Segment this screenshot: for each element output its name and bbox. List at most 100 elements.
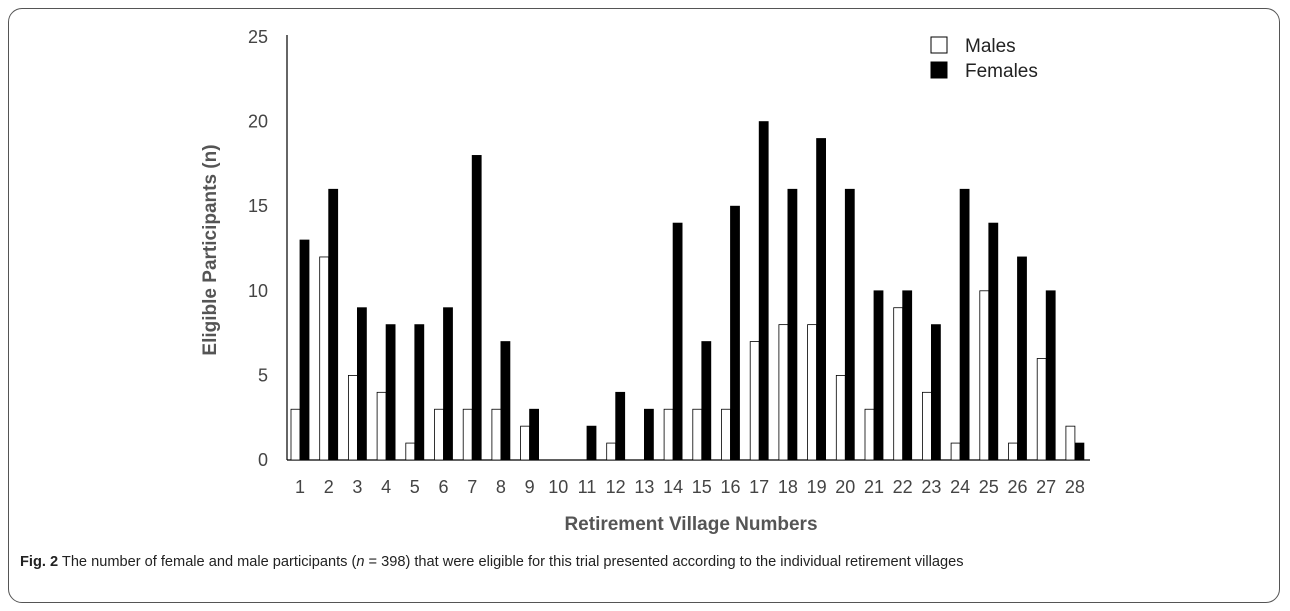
bar-females: [988, 222, 999, 461]
x-tick-label: 28: [1065, 477, 1085, 497]
bar-males: [1036, 358, 1047, 461]
bar-males: [950, 442, 961, 461]
x-tick-label: 13: [634, 477, 654, 497]
bar-males: [835, 374, 846, 461]
bar-females: [471, 155, 482, 461]
bar-males: [749, 341, 760, 461]
x-tick-label: 21: [864, 477, 884, 497]
x-tick-label: 1: [295, 477, 305, 497]
bar-females: [443, 307, 453, 461]
y-tick-label: 20: [248, 112, 268, 132]
caption-text-before: The number of female and male participan…: [58, 554, 357, 570]
bar-females: [931, 324, 941, 461]
legend-label: Females: [965, 61, 1038, 82]
chart-bars: [290, 121, 1085, 461]
x-tick-label: 5: [410, 477, 420, 497]
x-tick-label: 19: [807, 477, 827, 497]
bar-males: [347, 374, 358, 461]
bar-females: [644, 408, 654, 461]
legend-swatch: [930, 36, 948, 54]
bar-females: [1074, 442, 1085, 461]
bar-males: [893, 307, 904, 461]
bar-males: [922, 391, 932, 461]
y-axis-title: Eligible Participants (n): [200, 144, 221, 355]
bar-females: [529, 408, 539, 461]
bar-females: [356, 307, 367, 461]
bar-males: [405, 442, 416, 461]
x-tick-label: 27: [1036, 477, 1056, 497]
x-tick-label: 9: [525, 477, 535, 497]
bar-males: [520, 425, 530, 461]
x-tick-label: 2: [324, 477, 334, 497]
legend-swatch: [930, 61, 948, 79]
bar-males: [290, 408, 301, 461]
y-tick-label: 0: [258, 450, 268, 470]
bar-females: [787, 188, 798, 461]
x-tick-label: 26: [1007, 477, 1027, 497]
bar-males: [462, 408, 473, 461]
bar-females: [730, 205, 740, 461]
bar-females: [299, 239, 310, 461]
y-tick-label: 15: [248, 196, 268, 216]
bar-males: [319, 256, 330, 461]
x-tick-label: 18: [778, 477, 798, 497]
caption-text-after: = 398) that were eligible for this trial…: [364, 554, 964, 570]
bar-males: [979, 290, 990, 461]
bar-females: [816, 138, 826, 461]
figure-caption: Fig. 2 The number of female and male par…: [20, 552, 1160, 572]
x-tick-label: 3: [352, 477, 362, 497]
bar-females: [873, 290, 884, 461]
bar-males: [1008, 442, 1018, 461]
bar-males: [491, 408, 502, 461]
bar-females: [328, 188, 339, 461]
x-tick-label: 6: [438, 477, 448, 497]
x-axis-title: Retirement Village Numbers: [564, 514, 817, 535]
bar-males: [778, 324, 789, 461]
bar-males: [376, 391, 387, 461]
bar-males: [663, 408, 674, 461]
bar-females: [615, 391, 626, 461]
bar-females: [1045, 290, 1056, 461]
x-tick-label: 12: [606, 477, 626, 497]
x-tick-label: 8: [496, 477, 506, 497]
x-tick-label: 11: [578, 477, 597, 497]
x-tick-label: 25: [979, 477, 999, 497]
bar-males: [721, 408, 731, 461]
x-tick-label: 22: [893, 477, 913, 497]
bar-females: [1017, 256, 1027, 461]
x-tick-label: 14: [663, 477, 683, 497]
bar-males: [807, 324, 817, 461]
bar-males: [692, 408, 703, 461]
bar-males: [1065, 425, 1076, 461]
y-tick-label: 25: [248, 27, 268, 47]
caption-label: Fig. 2: [20, 554, 59, 570]
bar-females: [500, 341, 511, 461]
bar-females: [959, 188, 970, 461]
y-tick-label: 5: [258, 365, 268, 385]
bar-females: [701, 341, 712, 461]
bar-males: [434, 408, 444, 461]
x-tick-label: 4: [381, 477, 391, 497]
x-tick-label: 20: [835, 477, 855, 497]
x-tick-label: 16: [720, 477, 740, 497]
bar-males: [864, 408, 875, 461]
bar-females: [586, 425, 597, 461]
bar-females: [844, 188, 855, 461]
x-tick-label: 17: [749, 477, 769, 497]
legend-label: Males: [965, 36, 1016, 57]
figure-frame: [8, 8, 1280, 603]
bar-females: [672, 222, 683, 461]
x-tick-label: 10: [548, 477, 568, 497]
bar-males: [606, 442, 617, 461]
x-tick-label: 15: [692, 477, 712, 497]
bar-females: [414, 324, 425, 461]
x-tick-label: 7: [467, 477, 477, 497]
chart-legend: Males Females: [930, 36, 1038, 82]
x-tick-label: 24: [950, 477, 970, 497]
bar-females: [758, 121, 769, 461]
bar-females: [902, 290, 913, 461]
chart-axes: [286, 35, 1090, 461]
bar-females: [385, 324, 396, 461]
